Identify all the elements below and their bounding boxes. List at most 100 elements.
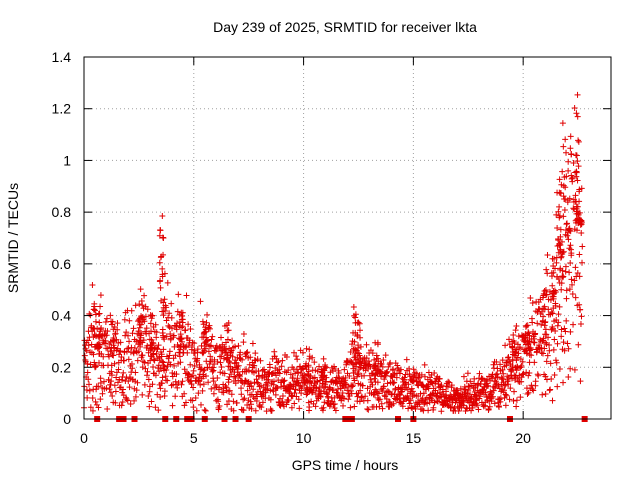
data-point	[210, 378, 217, 385]
data-point	[87, 404, 94, 411]
data-point	[103, 332, 110, 339]
data-point	[252, 407, 259, 414]
data-point	[547, 296, 554, 303]
data-point	[563, 295, 570, 302]
data-point	[574, 91, 581, 98]
data-point	[571, 105, 578, 112]
data-point	[504, 354, 511, 361]
data-point	[338, 378, 345, 385]
data-point	[540, 350, 547, 357]
data-point	[146, 403, 153, 410]
data-point	[550, 346, 557, 353]
data-point	[84, 394, 91, 401]
data-point	[157, 365, 164, 372]
data-point	[499, 376, 506, 383]
data-point	[222, 346, 229, 353]
data-point	[390, 366, 397, 373]
data-point	[178, 324, 185, 331]
data-point	[217, 369, 224, 376]
data-point	[526, 332, 533, 339]
data-point	[146, 388, 153, 395]
data-point	[494, 365, 501, 372]
data-point	[320, 404, 327, 411]
data-point	[141, 359, 148, 366]
data-point	[356, 352, 363, 359]
data-point	[181, 366, 188, 373]
data-point	[554, 273, 561, 280]
data-point	[503, 362, 510, 369]
data-point	[111, 337, 118, 344]
data-point	[144, 306, 151, 313]
data-point	[169, 402, 176, 409]
data-point	[446, 379, 453, 386]
data-point	[293, 353, 300, 360]
data-point	[200, 367, 207, 374]
data-point	[556, 303, 563, 310]
data-point	[351, 377, 358, 384]
data-point	[541, 319, 548, 326]
data-point	[156, 368, 163, 375]
data-point	[247, 380, 254, 387]
data-point	[546, 341, 553, 348]
data-point	[522, 335, 529, 342]
data-point	[112, 388, 119, 395]
data-point	[319, 372, 326, 379]
data-point	[331, 394, 338, 401]
data-point	[443, 388, 450, 395]
data-point	[305, 372, 312, 379]
data-point	[357, 387, 364, 394]
data-point	[134, 379, 141, 386]
y-tick-label: 1.4	[52, 49, 72, 65]
data-point	[455, 408, 462, 415]
data-point	[406, 400, 413, 407]
data-point	[332, 407, 339, 414]
data-point	[355, 342, 362, 349]
data-point	[101, 378, 108, 385]
data-point	[225, 379, 232, 386]
data-point	[565, 158, 572, 165]
data-point	[153, 329, 160, 336]
data-point	[207, 353, 214, 360]
data-point	[578, 229, 585, 236]
data-point	[374, 379, 381, 386]
data-point	[540, 305, 547, 312]
data-point	[92, 362, 99, 369]
data-point	[347, 387, 354, 394]
data-point	[196, 374, 203, 381]
data-point	[381, 392, 388, 399]
data-point	[565, 236, 572, 243]
data-point	[236, 373, 243, 380]
data-point	[167, 330, 174, 337]
data-point	[356, 398, 363, 405]
data-point	[151, 357, 158, 364]
data-point	[107, 389, 114, 396]
data-point	[561, 347, 568, 354]
data-point	[565, 374, 572, 381]
data-point	[367, 347, 374, 354]
data-point	[157, 393, 164, 400]
data-point	[347, 404, 354, 411]
data-point	[556, 203, 563, 210]
data-point	[295, 396, 302, 403]
data-point	[563, 220, 570, 227]
data-point	[570, 321, 577, 328]
data-point	[401, 374, 408, 381]
data-point	[574, 208, 581, 215]
data-point	[205, 379, 212, 386]
data-point	[324, 393, 331, 400]
data-point	[562, 184, 569, 191]
data-point	[570, 205, 577, 212]
data-point	[350, 329, 357, 336]
data-point	[320, 366, 327, 373]
data-point	[520, 370, 527, 377]
data-point	[559, 274, 566, 281]
data-point	[100, 353, 107, 360]
data-point	[262, 389, 269, 396]
data-point	[251, 357, 258, 364]
data-point	[332, 365, 339, 372]
data-point	[99, 390, 106, 397]
data-point	[499, 357, 506, 364]
data-point	[524, 390, 531, 397]
data-point	[257, 357, 264, 364]
data-point	[476, 370, 483, 377]
